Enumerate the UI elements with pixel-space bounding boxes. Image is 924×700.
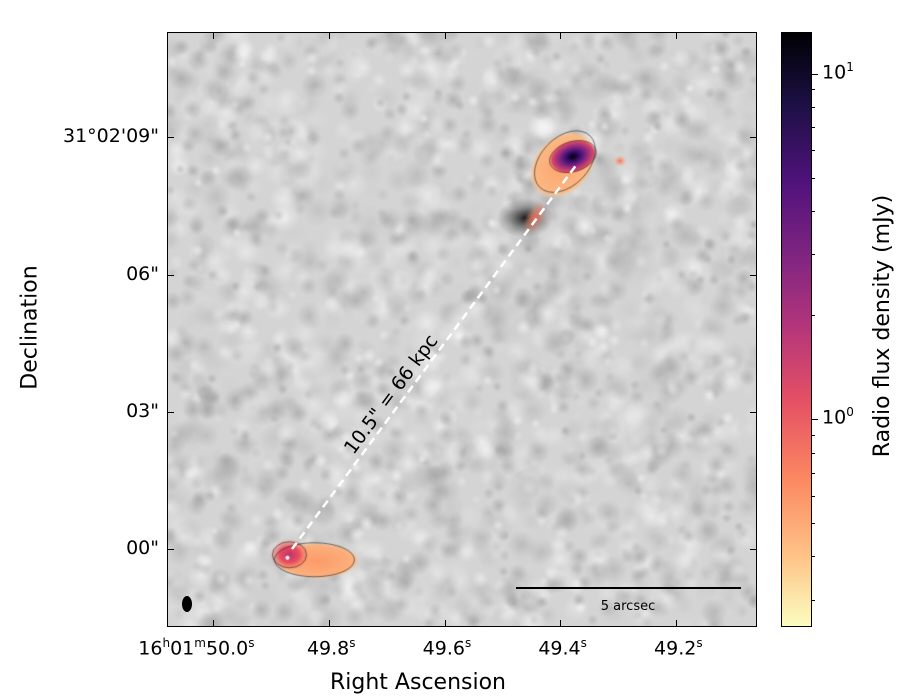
x-tick-label: 49.6s — [423, 636, 472, 659]
y-axis-title: Declination — [17, 265, 43, 390]
x-tick — [444, 620, 446, 627]
colorbar-minor-tick — [811, 452, 815, 454]
colorbar-tick-label: 100 — [822, 405, 854, 428]
x-tick-label: 49.2s — [654, 636, 703, 659]
y-tick-right — [750, 137, 757, 139]
colorbar-minor-tick — [811, 107, 815, 109]
radio-image-panel: 10.5" = 66 kpc 5 arcsec — [167, 32, 757, 627]
x-tick-label-part: s — [580, 636, 587, 650]
x-tick-label-part: h — [162, 636, 171, 650]
x-tick-label-part: 49.4 — [538, 637, 581, 660]
y-tick-right — [750, 411, 757, 413]
y-tick-right — [750, 274, 757, 276]
y-tick — [167, 274, 174, 276]
x-tick-top — [560, 32, 562, 39]
colorbar-minor-tick — [811, 73, 818, 75]
colorbar-minor-tick — [811, 150, 815, 152]
x-tick-label-part: 49.2 — [654, 637, 697, 660]
x-tick-label-part: s — [464, 636, 472, 650]
y-tick-label: 03" — [126, 399, 159, 422]
y-tick — [167, 137, 174, 139]
colorbar-minor-tick — [811, 523, 815, 525]
colorbar-minor-tick — [811, 472, 815, 474]
colorbar-tick-base: 10 — [822, 406, 847, 429]
colorbar-minor-tick — [811, 599, 815, 601]
colorbar-minor-tick — [811, 211, 815, 213]
colorbar-minor-tick — [811, 89, 815, 91]
radio-flux-image — [168, 33, 756, 626]
x-tick-label-part: 50.0 — [205, 637, 249, 660]
annotation-layer: 10.5" = 66 kpc 5 arcsec — [182, 163, 741, 614]
colorbar-minor-tick — [811, 177, 815, 179]
colorbar-minor-tick — [811, 495, 815, 497]
colorbar-tick-label: 101 — [822, 60, 854, 83]
y-tick-label: 31°02'09" — [63, 125, 159, 148]
colorbar-tick-exp: 0 — [846, 405, 854, 420]
colorbar-tick-exp: 1 — [846, 59, 854, 74]
x-tick-label-part: 49.6 — [422, 637, 465, 660]
colorbar-tick-base: 10 — [822, 60, 847, 83]
x-tick-label-part: 01 — [170, 637, 195, 660]
x-tick — [560, 620, 562, 627]
separation-label: 10.5" = 66 kpc — [340, 331, 443, 459]
beam-ellipse — [182, 596, 192, 612]
x-tick-label-part: 49.8 — [306, 637, 350, 660]
x-tick-top — [213, 32, 215, 39]
x-tick-label-part: m — [194, 636, 206, 650]
y-tick-label: 00" — [126, 537, 159, 560]
x-tick-label: 49.8s — [307, 636, 356, 659]
y-tick-label: 06" — [126, 262, 159, 285]
y-tick-right — [750, 549, 757, 551]
colorbar-label: Radio flux density (mJy) — [870, 194, 895, 458]
colorbar-minor-tick — [811, 419, 818, 421]
x-tick — [676, 620, 678, 627]
x-tick-label-part: 16 — [138, 637, 163, 660]
x-tick-label-part: s — [349, 636, 356, 650]
x-tick — [328, 620, 330, 627]
x-tick-label-part: s — [248, 636, 255, 650]
x-tick-label: 16h01m50.0s — [138, 636, 254, 659]
y-tick — [167, 411, 174, 413]
colorbar-minor-tick — [811, 434, 815, 436]
colorbar-minor-tick — [811, 556, 815, 558]
colorbar — [781, 32, 812, 627]
colorbar-minor-tick — [811, 127, 815, 129]
x-axis-title: Right Ascension — [330, 670, 506, 695]
x-tick-label-part: s — [696, 636, 703, 650]
x-tick-top — [444, 32, 446, 39]
x-tick-label: 49.4s — [538, 636, 587, 659]
x-tick — [213, 620, 215, 627]
separation-line — [290, 163, 579, 550]
y-tick — [167, 549, 174, 551]
x-tick-top — [328, 32, 330, 39]
colorbar-minor-tick — [811, 315, 815, 317]
colorbar-minor-tick — [811, 254, 815, 256]
scale-bar-label: 5 arcsec — [601, 599, 656, 614]
x-tick-top — [676, 32, 678, 39]
